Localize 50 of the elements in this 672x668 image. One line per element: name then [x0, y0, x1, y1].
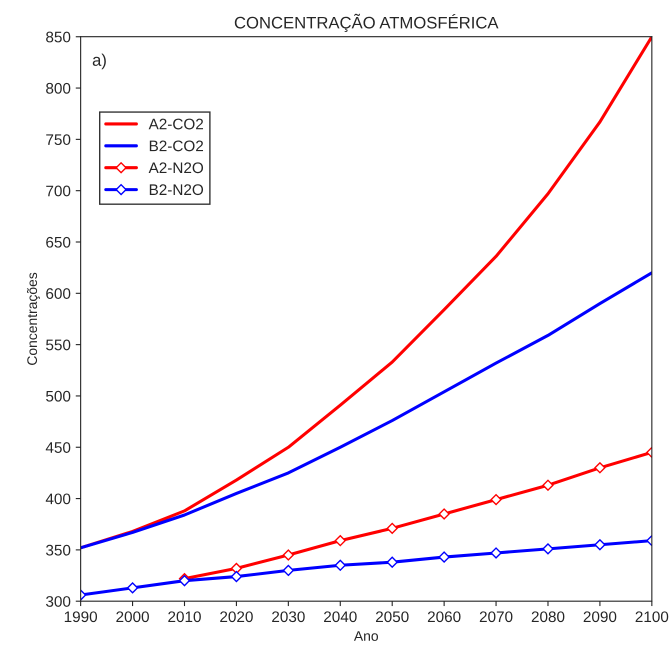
y-tick-label: 850: [46, 32, 70, 42]
y-tick-label: 700: [46, 186, 70, 196]
y-tick-label: 650: [46, 236, 70, 248]
y-tick-label: 450: [46, 442, 70, 453]
y-tick-label: 550: [46, 339, 70, 350]
x-tick-label: 1990: [64, 611, 98, 622]
x-tick-label: 2030: [272, 611, 305, 622]
point: [334, 535, 346, 546]
legend-label: B2-N2O: [150, 184, 204, 196]
point: [230, 562, 242, 574]
point: [126, 582, 138, 594]
point: [542, 480, 554, 491]
chart-title: CONCENTRAÇÃO ATMOSFÉRICA: [234, 14, 498, 32]
x-tick-label: 2100: [636, 611, 668, 622]
x-tick-label: 2010: [168, 611, 201, 622]
x-tick-label: 2090: [584, 611, 616, 622]
point: [230, 570, 242, 582]
point: [594, 539, 606, 550]
x-axis-title: Ano: [354, 631, 378, 641]
legend-label: A2-N2O: [148, 162, 204, 174]
point: [386, 522, 398, 534]
point: [438, 551, 450, 563]
y-tick-label: 300: [46, 596, 70, 607]
line-series: [80, 271, 652, 550]
x-tick-label: 2060: [428, 611, 461, 622]
point: [438, 508, 450, 520]
point: [282, 549, 294, 561]
y-tick-label: 600: [46, 288, 70, 299]
legend-label: A2-CO2: [148, 118, 204, 130]
x-tick-label: 2080: [532, 611, 564, 622]
x-tick-label: 2050: [376, 611, 409, 622]
point: [490, 494, 502, 506]
point: [386, 556, 398, 568]
point: [594, 462, 606, 474]
y-tick-label: 750: [46, 134, 70, 146]
x-tick-label: 2000: [116, 611, 149, 622]
x-tick-label: 2040: [324, 611, 357, 622]
y-tick-label: 500: [46, 390, 70, 402]
x-tick-label: 2020: [220, 611, 253, 622]
annotation: a): [92, 54, 106, 70]
y-axis-title: Concentrações: [26, 272, 40, 365]
point: [334, 560, 346, 571]
x-tick-label: 2070: [480, 611, 512, 622]
legend-label: B2-CO2: [150, 140, 204, 152]
y-tick-label: 400: [46, 493, 70, 504]
point: [490, 547, 502, 559]
y-tick-label: 350: [46, 544, 70, 556]
y-tick-label: 800: [46, 82, 70, 94]
point: [282, 564, 294, 576]
point: [542, 543, 554, 554]
